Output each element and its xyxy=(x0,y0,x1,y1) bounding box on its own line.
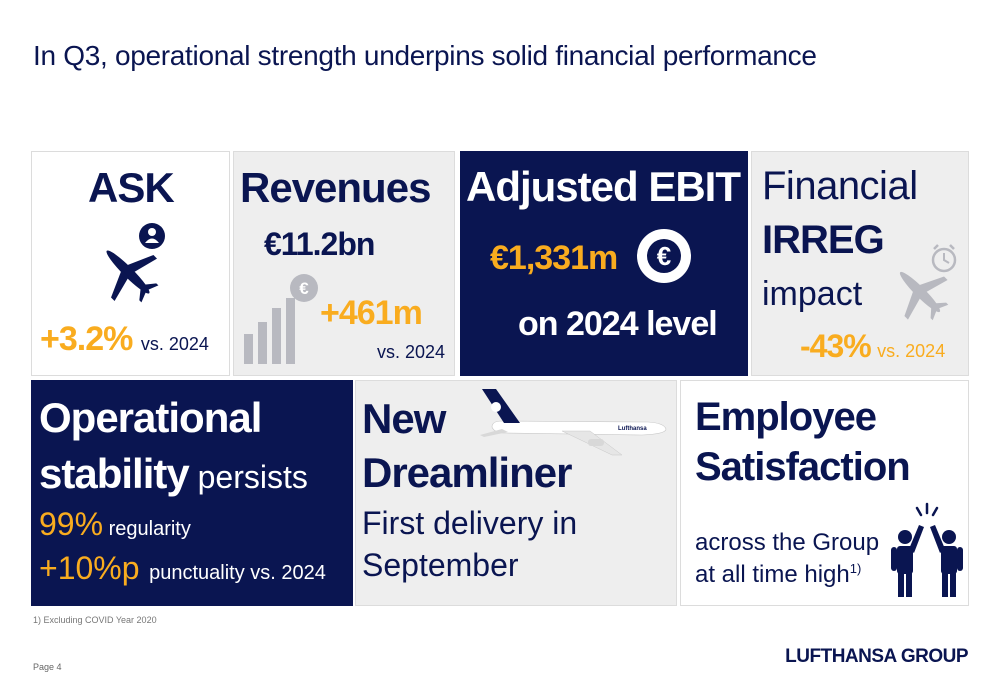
ebit-tile: Adjusted EBIT €1,331m € on 2024 level xyxy=(460,151,748,376)
bar-chart-euro-icon: € xyxy=(244,274,318,364)
svg-text:€: € xyxy=(299,279,309,298)
ask-value: +3.2% xyxy=(40,320,133,358)
footnote: 1) Excluding COVID Year 2020 xyxy=(33,615,157,625)
irreg-line2: IRREG xyxy=(762,218,885,262)
employee-tile: Employee Satisfaction across the Group a… xyxy=(680,380,969,606)
revenues-suffix: vs. 2024 xyxy=(377,342,446,362)
ebit-title: Adjusted EBIT xyxy=(466,163,741,210)
stability-bold: stability xyxy=(39,450,190,497)
ebit-line2: on 2024 level xyxy=(518,305,718,343)
dreamliner-line4: September xyxy=(362,547,519,583)
lufthansa-group-logo: LUFTHANSA GROUP xyxy=(785,646,968,667)
ebit-value: €1,331m xyxy=(490,239,618,277)
ask-suffix: vs. 2024 xyxy=(140,334,209,354)
punctuality-label: punctuality vs. 2024 xyxy=(143,562,326,584)
revenues-delta: +461m xyxy=(320,294,423,332)
employee-line4-wrap: at all time high1) xyxy=(695,561,861,589)
employee-line3: across the Group xyxy=(695,529,880,556)
euro-coin-icon: € xyxy=(637,229,691,283)
ask-tile: ASK +3.2% vs. 2024 xyxy=(31,151,230,376)
dreamliner-tile: New Dreamliner First delivery in Septemb… xyxy=(355,380,677,606)
irreg-tile: Financial IRREG impact -43% vs. 2024 xyxy=(751,151,969,376)
regularity-label: regularity xyxy=(103,518,191,540)
plane-with-person-icon xyxy=(106,223,165,303)
irreg-value: -43% xyxy=(800,328,872,364)
ask-value-line: +3.2% vs. 2024 xyxy=(40,320,209,359)
irreg-suffix: vs. 2024 xyxy=(877,341,946,361)
punctuality-line: +10%p punctuality vs. 2024 xyxy=(39,550,326,587)
dreamliner-line2: Dreamliner xyxy=(362,449,572,496)
stability-line2: stability persists xyxy=(39,450,308,498)
ask-title: ASK xyxy=(88,164,175,211)
high-five-icon xyxy=(891,502,963,597)
employee-line2: Satisfaction xyxy=(695,445,911,489)
page-title: In Q3, operational strength underpins so… xyxy=(33,40,817,71)
regularity-value: 99% xyxy=(39,506,104,542)
plane-clock-icon xyxy=(899,244,957,321)
irreg-line3: impact xyxy=(762,275,863,313)
regularity-line: 99% regularity xyxy=(39,506,191,543)
svg-text:€: € xyxy=(657,241,671,271)
stability-rest: persists xyxy=(188,459,308,495)
stability-line1: Operational xyxy=(39,394,262,441)
irreg-line1: Financial xyxy=(762,164,918,208)
dreamliner-line3: First delivery in xyxy=(362,505,578,541)
punctuality-value: +10%p xyxy=(39,550,140,586)
page-number: Page 4 xyxy=(33,662,62,672)
employee-line1: Employee xyxy=(695,395,877,439)
dreamliner-line1: New xyxy=(362,395,446,442)
dreamliner-aircraft-icon: Lufthansa xyxy=(480,389,667,456)
stability-tile: Operational stability persists 99% regul… xyxy=(31,380,353,606)
irreg-value-line: -43% vs. 2024 xyxy=(800,328,945,365)
employee-footnote-mark: 1) xyxy=(849,561,862,576)
revenues-value: €11.2bn xyxy=(264,226,375,262)
dreamliner-livery-text: Lufthansa xyxy=(618,426,647,432)
revenues-tile: Revenues €11.2bn € +461m vs. 2024 xyxy=(233,151,455,376)
revenues-title: Revenues xyxy=(240,164,431,211)
employee-line4: at all time high xyxy=(695,561,850,588)
